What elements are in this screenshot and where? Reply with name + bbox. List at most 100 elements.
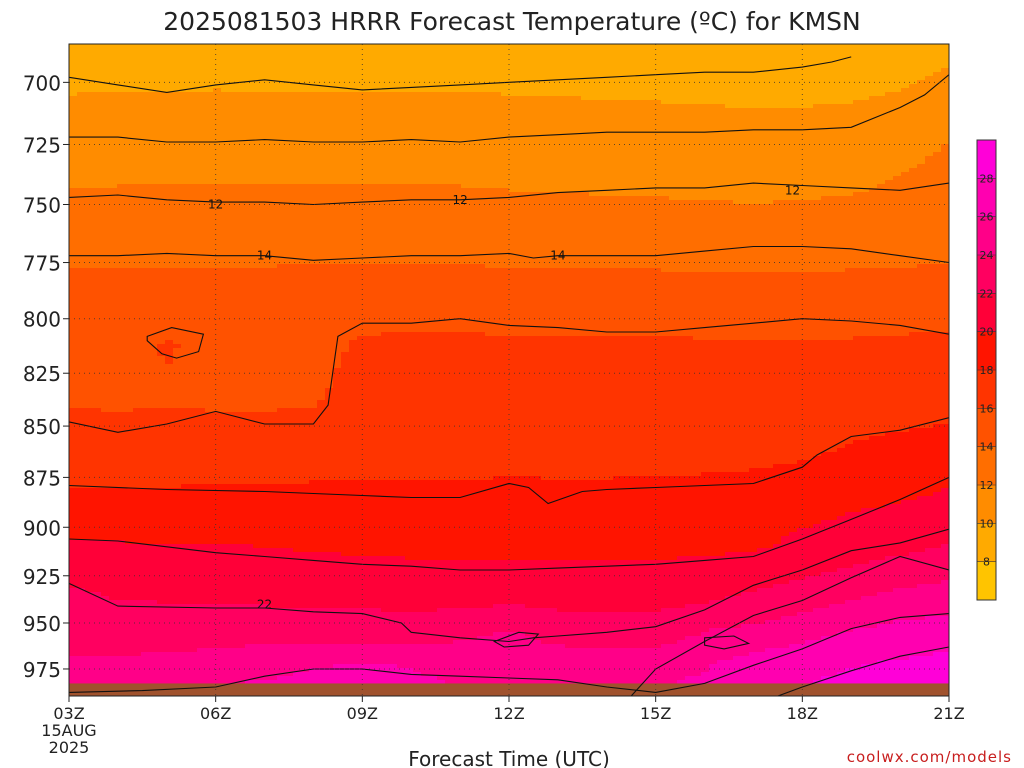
field-cell [77,500,86,505]
field-cell [237,304,246,309]
field-cell [125,476,134,481]
field-cell [149,556,158,561]
field-cell [125,132,134,137]
field-cell [165,60,174,65]
field-cell [149,224,158,229]
field-cell [269,44,278,49]
field-cell [269,64,278,69]
field-cell [101,356,110,361]
field-cell [157,324,166,329]
field-cell [205,456,214,461]
field-cell [157,328,166,333]
field-cell [85,136,94,141]
field-cell [221,88,230,93]
field-cell [133,256,142,261]
field-cell [157,536,166,541]
field-cell [181,220,190,225]
field-cell [277,536,286,541]
field-cell [301,536,310,541]
field-cell [189,516,198,521]
field-cell [133,592,142,597]
field-cell [69,384,78,389]
field-cell [309,80,318,85]
field-cell [109,676,118,681]
field-cell [69,136,78,141]
field-cell [173,628,182,633]
field-cell [229,224,238,229]
field-cell [269,240,278,245]
field-cell [141,120,150,125]
field-cell [309,380,318,385]
field-cell [189,260,198,265]
field-cell [69,480,78,485]
field-cell [133,100,142,105]
field-cell [181,576,190,581]
field-cell [261,224,270,229]
field-cell [69,640,78,645]
field-cell [101,480,110,485]
field-cell [285,484,294,489]
field-cell [141,168,150,173]
field-cell [309,160,318,165]
field-cell [229,244,238,249]
field-cell [85,448,94,453]
field-cell [213,400,222,405]
field-cell [277,496,286,501]
field-cell [197,208,206,213]
field-cell [197,516,206,521]
field-cell [221,216,230,221]
field-cell [213,168,222,173]
field-cell [293,628,302,633]
field-cell [157,436,166,441]
field-cell [109,376,118,381]
field-cell [181,380,190,385]
field-cell [213,104,222,109]
field-cell [173,260,182,265]
field-cell [253,340,262,345]
field-cell [293,160,302,165]
field-cell [253,480,262,485]
field-cell [77,384,86,389]
field-cell [93,396,102,401]
field-cell [269,152,278,157]
field-cell [141,324,150,329]
field-cell [173,168,182,173]
field-cell [189,204,198,209]
field-cell [117,48,126,53]
field-cell [117,340,126,345]
field-cell [277,296,286,301]
field-cell [125,664,134,669]
field-cell [157,72,166,77]
field-cell [285,336,294,341]
field-cell [157,176,166,181]
field-cell [101,380,110,385]
field-cell [117,304,126,309]
field-cell [181,296,190,301]
field-cell [229,668,238,673]
field-cell [301,128,310,133]
field-cell [101,308,110,313]
field-cell [221,556,230,561]
field-cell [301,60,310,65]
field-cell [109,636,118,641]
field-cell [197,264,206,269]
field-cell [189,52,198,57]
field-cell [269,464,278,469]
field-cell [133,664,142,669]
field-cell [101,256,110,261]
field-cell [141,188,150,193]
field-cell [181,428,190,433]
field-cell [197,524,206,529]
field-cell [69,352,78,357]
field-cell [277,104,286,109]
field-cell [109,460,118,465]
field-cell [213,416,222,421]
field-cell [101,132,110,137]
field-cell [213,452,222,457]
field-cell [245,572,254,577]
field-cell [101,72,110,77]
field-cell [261,304,270,309]
field-cell [293,496,302,501]
field-cell [245,352,254,357]
field-cell [173,364,182,369]
